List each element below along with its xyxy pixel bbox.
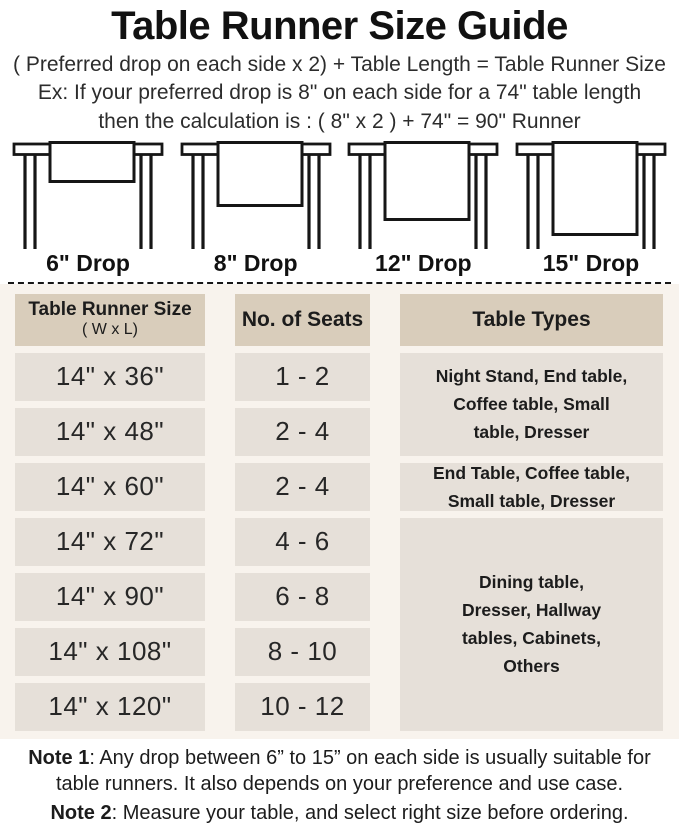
header-table-types: Table Types — [400, 293, 663, 346]
dashed-divider — [8, 281, 671, 284]
size-cell: 14" x 36" — [15, 352, 205, 401]
note-2-label: Note 2 — [50, 801, 112, 824]
table-legs — [358, 153, 488, 249]
seats-cell: 1 - 2 — [235, 352, 370, 401]
drop-illustrations — [0, 140, 679, 249]
table-types-cell-medium-tables: End Table, Coffee table, Small table, Dr… — [400, 462, 663, 511]
note-2: Note 2: Measure your table, and select r… — [10, 800, 669, 826]
note-1: Note 1: Any drop between 6” to 15” on ea… — [10, 745, 669, 798]
table-legs — [526, 153, 656, 249]
note-1-label: Note 1 — [28, 746, 90, 769]
drop-label-8: 8" Drop — [213, 249, 298, 276]
seats-cell: 2 - 4 — [235, 462, 370, 511]
table-legs — [191, 153, 321, 249]
size-table: Table Runner Size ( W x L) No. of Seats … — [15, 293, 679, 731]
seats-cell: 8 - 10 — [235, 627, 370, 676]
header-no-of-seats: No. of Seats — [235, 293, 370, 346]
example-line-2: then the calculation is : ( 8" x 2 ) + 7… — [98, 110, 581, 134]
header-runner-size-sublabel: ( W x L) — [82, 321, 138, 339]
table-illustration-8-drop — [180, 140, 332, 249]
table-legs — [23, 153, 153, 249]
size-cell: 14" x 108" — [15, 627, 205, 676]
table-types-cell-small-tables: Night Stand, End table, Coffee table, Sm… — [400, 352, 663, 456]
size-cell: 14" x 90" — [15, 572, 205, 621]
size-cell: 14" x 120" — [15, 682, 205, 731]
drop-label-12: 12" Drop — [375, 249, 472, 276]
seats-cell: 4 - 6 — [235, 517, 370, 566]
drop-labels-row: 6" Drop 8" Drop 12" Drop 15" Drop — [0, 250, 679, 277]
runner-rect — [551, 140, 639, 236]
size-cell: 14" x 72" — [15, 517, 205, 566]
runner-rect — [383, 140, 471, 221]
seats-cell: 10 - 12 — [235, 682, 370, 731]
drop-label-6: 6" Drop — [46, 249, 130, 276]
note-2-text: : Measure your table, and select right s… — [111, 801, 629, 824]
note-1-text: : Any drop between 6” to 15” on each sid… — [55, 746, 651, 796]
notes-section: Note 1: Any drop between 6” to 15” on ea… — [0, 739, 679, 826]
example-line-1: Ex: If your preferred drop is 8" on each… — [37, 81, 642, 104]
table-illustration-6-drop — [12, 140, 164, 249]
runner-rect — [216, 140, 304, 207]
page-title: Table Runner Size Guide — [111, 4, 568, 48]
size-cell: 14" x 48" — [15, 407, 205, 456]
runner-rect — [48, 140, 136, 183]
formula-text: ( Preferred drop on each side x 2) + Tab… — [13, 53, 666, 76]
seats-cell: 6 - 8 — [235, 572, 370, 621]
table-types-cell-large-tables: Dining table, Dresser, Hallway tables, C… — [400, 517, 663, 731]
seats-cell: 2 - 4 — [235, 407, 370, 456]
size-table-section: Table Runner Size ( W x L) No. of Seats … — [0, 283, 679, 739]
table-illustration-12-drop — [347, 140, 499, 249]
size-cell: 14" x 60" — [15, 462, 205, 511]
header-runner-size-label: Table Runner Size — [28, 299, 192, 321]
drop-label-15: 15" Drop — [542, 249, 640, 276]
table-illustration-15-drop — [515, 140, 667, 249]
header-runner-size: Table Runner Size ( W x L) — [15, 293, 205, 346]
